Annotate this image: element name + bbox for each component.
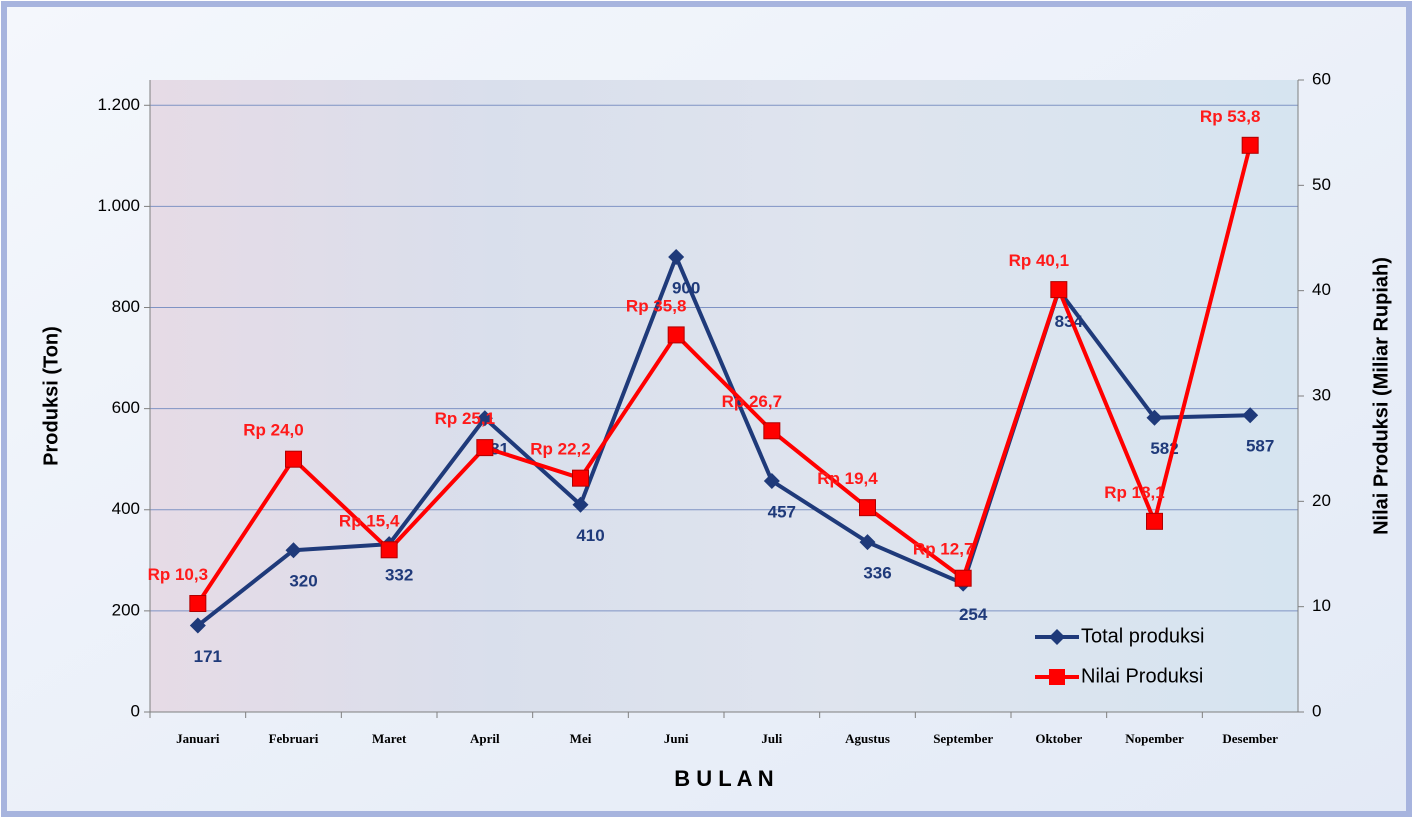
- plot-area: [150, 80, 1298, 712]
- y-tick-label: 1.200: [97, 95, 140, 114]
- data-label: 254: [959, 605, 988, 624]
- y2-axis-title: Nilai Produksi (Miliar Rupiah): [1370, 257, 1392, 535]
- x-axis-title: B U L A N: [674, 766, 773, 791]
- y-tick-label: 200: [112, 600, 140, 619]
- legend-label: Nilai Produksi: [1081, 665, 1203, 687]
- y2-tick-label: 50: [1312, 175, 1331, 194]
- y2-tick-label: 40: [1312, 280, 1331, 299]
- marker: [476, 439, 494, 457]
- data-label: 457: [768, 502, 796, 521]
- x-tick-label: September: [933, 731, 993, 746]
- y-axis-title: Produksi (Ton): [40, 326, 62, 466]
- data-label: Rp 10,3: [148, 565, 208, 584]
- x-tick-label: Nopember: [1125, 731, 1184, 746]
- data-label: 410: [576, 526, 604, 545]
- marker: [763, 472, 780, 489]
- x-tick-label: Juli: [761, 731, 782, 746]
- marker: [572, 469, 589, 487]
- x-tick-label: Februari: [269, 731, 319, 746]
- marker: [954, 569, 972, 587]
- marker: [1050, 281, 1068, 299]
- data-label: 320: [289, 572, 317, 591]
- marker: [859, 499, 876, 517]
- plot-layer: 0 200 400 600 800 1.000 1.200 0 10 20 30 40 50 60 Janu…: [97, 69, 1330, 746]
- data-label: 332: [385, 566, 413, 585]
- y2-tick-label: 30: [1312, 385, 1331, 404]
- data-label: 834: [1055, 312, 1084, 331]
- y-tick-label: 400: [112, 499, 140, 518]
- marker: [189, 617, 206, 634]
- marker: [1146, 409, 1163, 426]
- data-label: Rp 19,4: [817, 469, 878, 488]
- marker: [189, 595, 207, 613]
- data-label: Rp 53,8: [1200, 107, 1260, 126]
- x-tick-label: Januari: [176, 731, 220, 746]
- marker: [1241, 136, 1259, 154]
- marker: [380, 541, 398, 559]
- x-tick-label: Oktober: [1035, 731, 1082, 746]
- x-tick-label: Mei: [570, 731, 592, 746]
- y2-tick-label: 10: [1312, 596, 1331, 615]
- data-label: Rp 12,7: [913, 540, 973, 559]
- marker: [1146, 512, 1163, 530]
- y2-tick-label: 60: [1312, 69, 1331, 88]
- data-label: Rp 25,1: [435, 409, 495, 428]
- series-line: [196, 144, 1253, 605]
- marker: [476, 410, 493, 427]
- data-label: Rp 15,4: [339, 511, 400, 530]
- y2-tick-label: 20: [1312, 491, 1331, 510]
- data-label: 900: [672, 278, 700, 297]
- x-tick-label: Juni: [664, 731, 689, 746]
- data-label: 587: [1246, 437, 1274, 456]
- marker: [667, 326, 685, 344]
- data-label: 171: [194, 647, 222, 666]
- data-label: Rp 35,8: [626, 296, 686, 315]
- x-tick-label: Maret: [372, 731, 407, 746]
- marker: [668, 248, 685, 265]
- y-tick-label: 800: [112, 297, 140, 316]
- marker: [859, 534, 876, 551]
- data-label: Rp 26,7: [722, 392, 782, 411]
- data-label: Rp 24,0: [243, 421, 303, 440]
- y-tick-label: 600: [112, 398, 140, 417]
- x-tick-label: Agustus: [845, 731, 890, 746]
- data-label: Rp 40,1: [1009, 251, 1069, 270]
- marker: [285, 450, 302, 468]
- y2-tick-label: 0: [1312, 701, 1321, 720]
- series-line: [196, 254, 1251, 628]
- marker: [572, 496, 589, 513]
- y-tick-label: 1.000: [97, 196, 140, 215]
- marker: [285, 542, 302, 559]
- x-tick-label: April: [470, 731, 500, 746]
- y-tick-label: 0: [131, 701, 140, 720]
- x-tick-label: Desember: [1222, 731, 1278, 746]
- data-label: Rp 22,2: [530, 440, 590, 459]
- marker: [763, 422, 781, 440]
- data-label: Rp 18,1: [1104, 483, 1164, 502]
- legend-marker: [1049, 629, 1065, 645]
- legend-label: Total produksi: [1081, 625, 1204, 647]
- marker: [1242, 407, 1259, 424]
- data-label: 336: [863, 564, 891, 583]
- legend-marker: [1049, 669, 1065, 685]
